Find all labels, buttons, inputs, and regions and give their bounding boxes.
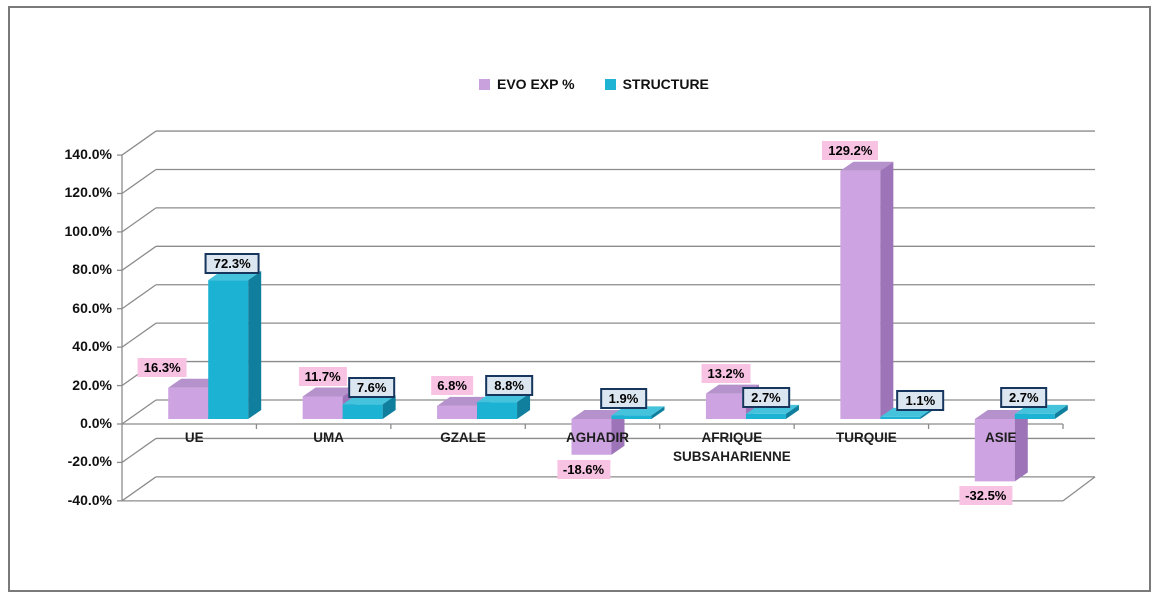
- data-label-structure-4: 2.7%: [742, 386, 790, 408]
- chart-legend: EVO EXP % STRUCTURE: [479, 76, 709, 92]
- data-label-evo-exp-5: 129.2%: [822, 140, 879, 160]
- bar-evo-exp-6-top: [974, 410, 1028, 419]
- y-axis-label: -20.0%: [67, 453, 112, 470]
- bar-evo-exp-0-top: [168, 378, 222, 388]
- bar-evo-exp-2-front: [437, 405, 478, 419]
- y-axis-label: 20.0%: [72, 376, 112, 393]
- bar-structure-3-side: [651, 406, 665, 419]
- gridline-depth-segment: [121, 437, 157, 463]
- y-axis-label: 80.0%: [72, 261, 112, 278]
- bar-evo-exp-3-front: [571, 419, 612, 455]
- gridline-depth-segment: [121, 130, 157, 156]
- data-label-evo-exp-3: -18.6%: [556, 459, 611, 479]
- floor-right-edge: [1062, 476, 1096, 502]
- bar-structure-6-side: [1054, 404, 1068, 419]
- bar-structure-4-side: [785, 404, 799, 419]
- category-label-line: SUBSAHARIENNE: [673, 449, 791, 464]
- category-label-aghadir: AGHADIR: [566, 428, 629, 447]
- category-label-line: AFRIQUE: [701, 430, 763, 445]
- gridline-depth-segment: [121, 168, 157, 195]
- category-label-uma: UMA: [313, 428, 344, 447]
- bar-evo-exp-5-front: [840, 170, 881, 419]
- bar-evo-exp-1-front: [302, 396, 343, 419]
- data-label-structure-2: 8.8%: [485, 375, 533, 397]
- category-label-line: UE: [184, 430, 204, 445]
- data-label-structure-6: 2.7%: [999, 386, 1048, 408]
- category-label-line: AGHADIR: [566, 430, 629, 445]
- bar-evo-exp-3-top: [571, 410, 625, 419]
- bar-evo-exp-6-side: [1014, 410, 1028, 482]
- bar-evo-exp-3-side: [611, 410, 625, 455]
- data-label-evo-exp-0: 16.3%: [137, 357, 187, 377]
- category-label-line: ASIE: [985, 430, 1017, 445]
- bar-structure-5-front: [880, 416, 921, 419]
- chart-outer-border: [8, 6, 1151, 592]
- gridline-depth-segment: [121, 207, 157, 233]
- legend-label-evo-exp: EVO EXP %: [497, 76, 575, 92]
- y-axis-label: 40.0%: [72, 338, 112, 355]
- bar-structure-0-front: [208, 280, 249, 419]
- y-axis-label: 140.0%: [64, 146, 112, 163]
- bar-evo-exp-5-side: [880, 161, 894, 419]
- category-label-afrique-subsaharienne: AFRIQUE SUBSAHARIENNE: [673, 428, 791, 466]
- data-label-evo-exp-4: 13.2%: [701, 363, 751, 383]
- data-label-evo-exp-1: 11.7%: [298, 366, 347, 386]
- gridline-depth-segment: [121, 284, 157, 310]
- gridline-depth-segment: [121, 322, 157, 348]
- data-label-structure-5: 1.1%: [896, 389, 945, 411]
- bar-evo-exp-6-front: [974, 419, 1015, 482]
- bar-structure-1-side: [382, 395, 396, 419]
- data-label-structure-0: 72.3%: [204, 253, 260, 275]
- gridline-depth-segment: [121, 476, 157, 502]
- bar-structure-1-front: [342, 404, 383, 419]
- category-label-line: UMA: [313, 430, 345, 445]
- bar-evo-exp-5-top: [840, 161, 894, 171]
- data-label-structure-3: 1.9%: [599, 388, 648, 410]
- y-axis-label: 120.0%: [64, 184, 112, 201]
- bar-structure-2-side: [517, 393, 531, 419]
- gridline-depth-segment: [121, 399, 157, 425]
- legend-swatch-evo-exp: [479, 78, 490, 90]
- data-label-structure-1: 7.6%: [347, 377, 396, 399]
- y-axis-label: -40.0%: [67, 491, 112, 508]
- y-axis-label: 100.0%: [64, 222, 112, 239]
- bar-structure-6-front: [1014, 413, 1055, 419]
- category-label-ue: UE: [185, 428, 204, 447]
- category-label-line: GZALE: [440, 430, 486, 445]
- bar-structure-4-front: [745, 413, 786, 419]
- category-label-asie: ASIE: [985, 428, 1017, 447]
- legend-item-evo-exp: EVO EXP %: [479, 76, 575, 92]
- bar-structure-3-front: [611, 415, 652, 419]
- gridline-depth-segment: [121, 245, 157, 271]
- legend-swatch-structure: [604, 78, 616, 90]
- bar-structure-0-side: [248, 271, 262, 419]
- bar-structure-2-front: [477, 402, 518, 419]
- legend-item-structure: STRUCTURE: [604, 76, 709, 92]
- bar-evo-exp-1-top: [302, 387, 356, 397]
- category-label-line: TURQUIE: [835, 430, 897, 445]
- y-axis-label: 60.0%: [72, 299, 112, 316]
- y-axis-label: 0.0%: [80, 415, 112, 431]
- bar-evo-exp-2-top: [437, 396, 491, 406]
- bar-evo-exp-0-front: [168, 387, 209, 419]
- bar-evo-exp-4-front: [705, 393, 746, 419]
- data-label-evo-exp-6: -32.5%: [959, 486, 1013, 506]
- data-label-evo-exp-2: 6.8%: [431, 375, 473, 395]
- category-label-gzale: GZALE: [440, 428, 486, 447]
- legend-label-structure: STRUCTURE: [622, 76, 709, 92]
- category-label-turquie: TURQUIE: [836, 428, 897, 447]
